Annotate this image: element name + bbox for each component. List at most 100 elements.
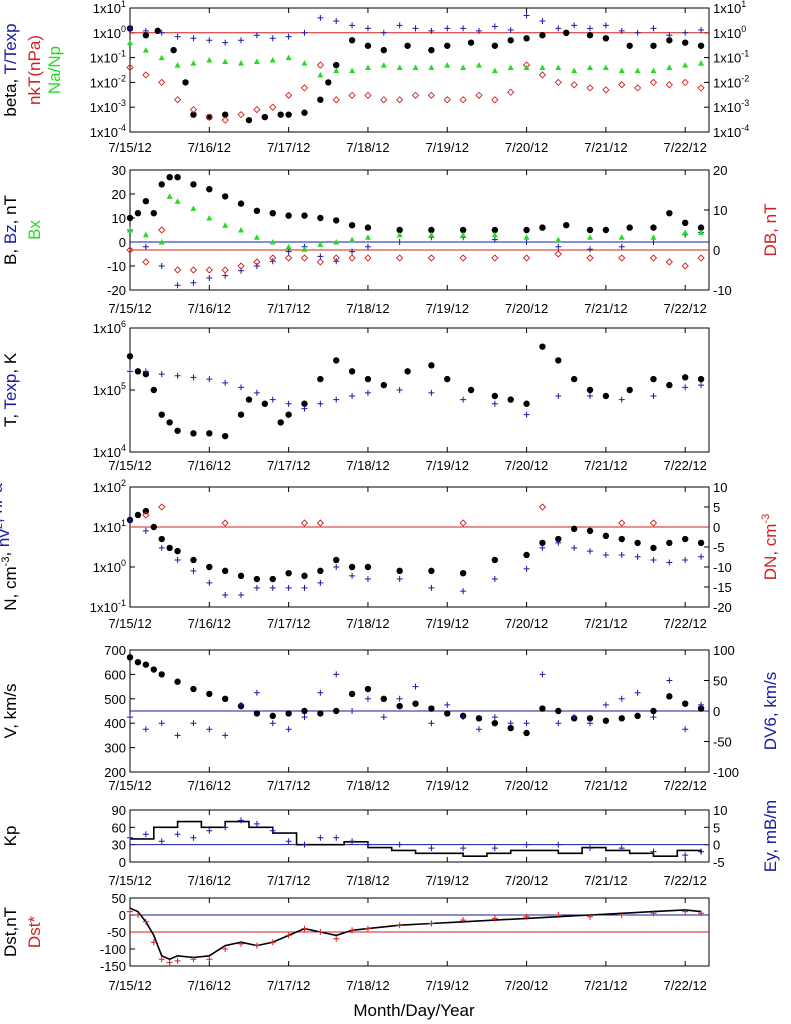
data-point: [174, 282, 181, 289]
data-point: [602, 551, 609, 558]
data-point: [681, 78, 689, 87]
data-point: [507, 64, 514, 70]
data-point: [396, 702, 403, 710]
ylabel-part: beta,: [1, 74, 20, 116]
series-1: [126, 654, 705, 737]
data-point: [697, 705, 705, 712]
data-point: [317, 71, 324, 78]
y-tick-label-left: 600: [104, 667, 126, 682]
data-point: [475, 715, 483, 722]
data-point: [634, 712, 641, 720]
data-point: [142, 918, 149, 925]
data-point: [237, 262, 245, 270]
ylabel-part: Dst*: [25, 916, 44, 949]
data-point: [380, 62, 387, 68]
data-point: [158, 411, 165, 418]
y-tick-label-left: 1x106: [93, 319, 126, 336]
y-tick-label-right: 0: [713, 520, 720, 535]
data-point: [238, 817, 245, 824]
y-tick-label-left: 1x10-4: [90, 123, 126, 140]
data-point: [666, 539, 673, 547]
data-point: [158, 78, 166, 87]
ylabel-part: Kp: [1, 826, 20, 847]
data-point: [697, 42, 705, 49]
y-tick-label-left: 1x100: [93, 558, 126, 575]
data-point: [682, 556, 689, 563]
data-point: [491, 236, 498, 243]
y-tick-label-right: 10: [713, 480, 727, 495]
y-tick-label-right: -15: [713, 580, 732, 595]
data-point: [285, 411, 292, 418]
data-point: [618, 254, 626, 262]
data-point: [158, 671, 165, 678]
data-point: [555, 243, 562, 250]
data-point: [491, 845, 498, 852]
data-point: [475, 91, 483, 100]
data-point: [460, 845, 467, 852]
data-point: [142, 32, 150, 39]
y-tick-label-left: 1x105: [93, 381, 126, 398]
data-point: [650, 556, 657, 563]
data-point: [238, 384, 245, 391]
data-point: [174, 427, 181, 434]
data-point: [174, 732, 181, 739]
data-point: [190, 60, 197, 66]
y-tick-label-left: 1x10-1: [90, 598, 126, 615]
data-point: [166, 544, 173, 552]
data-point: [364, 25, 371, 32]
y-tick-label-left: -20: [107, 283, 126, 298]
data-point: [348, 254, 356, 262]
data-point: [174, 198, 181, 204]
panel-6: 7/15/12 7/16/12 7/17/12 7/18/12 7/19/12 7/20/…: [1, 800, 780, 888]
data-point: [190, 279, 197, 286]
data-point: [666, 559, 673, 566]
series-2: [127, 817, 705, 859]
data-point: [333, 17, 340, 24]
x-tick-label: 7/18/12: [346, 301, 389, 316]
data-point: [142, 661, 150, 668]
x-tick-label: 7/22/12: [664, 778, 707, 793]
ylabel-part: Dst,nT: [1, 907, 20, 957]
series-2: [127, 908, 705, 966]
y-tick-label-left: 1x101: [93, 518, 126, 535]
data-point: [428, 231, 435, 238]
data-point: [174, 33, 181, 40]
y-tick-label-left: 1x100: [93, 24, 126, 41]
data-point: [174, 174, 181, 181]
data-point: [126, 63, 134, 72]
panel-3: 7/15/12 7/16/12 7/17/12 7/18/12 7/19/12 7/20/…: [1, 319, 710, 473]
data-point: [396, 231, 403, 238]
ylabel-part: Na/Np: [45, 46, 64, 94]
data-point: [571, 544, 578, 551]
data-point: [158, 371, 165, 378]
data-point: [666, 32, 673, 39]
x-tick-label: 7/20/12: [505, 458, 548, 473]
data-point: [205, 266, 213, 274]
data-point: [300, 254, 309, 262]
data-point: [190, 111, 197, 118]
x-tick-label: 7/16/12: [188, 616, 231, 631]
x-tick-label: 7/21/12: [584, 978, 627, 993]
data-point: [380, 381, 388, 389]
data-point: [396, 254, 404, 262]
data-point: [253, 32, 260, 39]
data-point: [491, 714, 498, 721]
data-point: [173, 266, 182, 274]
x-tick-label: 7/20/12: [505, 140, 548, 155]
data-point: [586, 715, 594, 722]
data-point: [523, 729, 530, 737]
data-point: [602, 717, 610, 724]
panel-4: 7/15/12 7/16/12 7/17/12 7/18/12 7/19/12 7/20/…: [0, 478, 780, 631]
data-point: [269, 939, 276, 946]
data-point: [396, 576, 403, 583]
data-point: [682, 726, 689, 733]
data-point: [127, 516, 133, 523]
data-point: [269, 584, 276, 591]
data-point: [317, 579, 324, 586]
data-point: [491, 42, 499, 49]
data-point: [396, 695, 403, 702]
series-1: [126, 343, 705, 440]
data-point: [301, 714, 308, 721]
x-tick-label: 7/15/12: [108, 978, 151, 993]
data-point: [285, 400, 292, 407]
